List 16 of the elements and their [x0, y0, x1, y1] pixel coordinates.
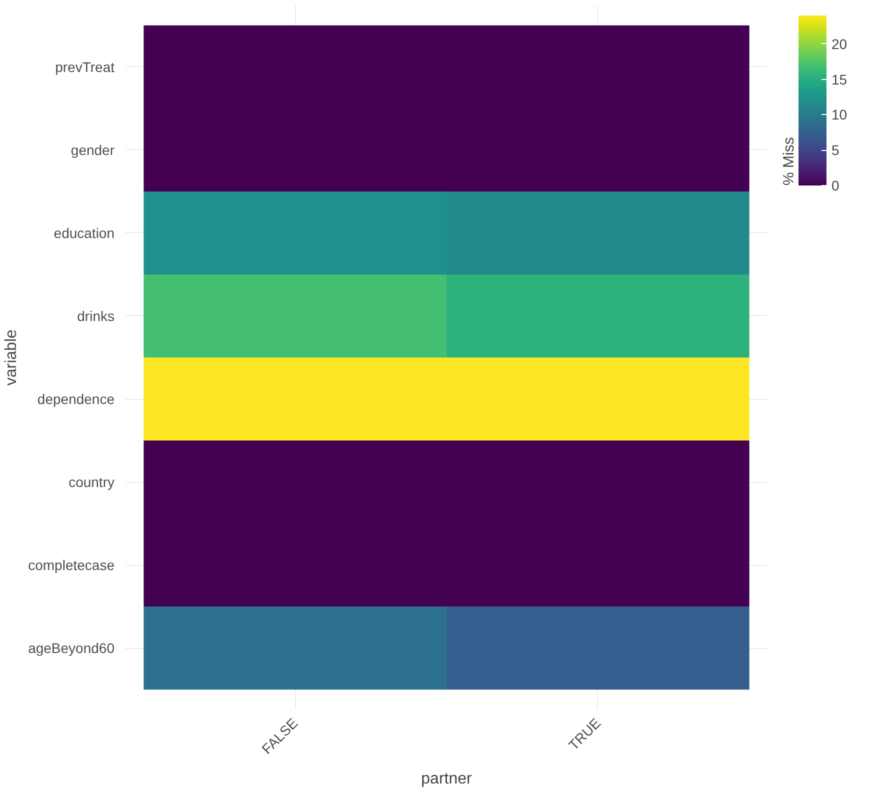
x-axis-title: partner [421, 770, 473, 788]
y-tick-label: completecase [28, 557, 115, 574]
color-bar-label: 15 [832, 71, 848, 88]
y-axis-title: variable [3, 329, 20, 386]
y-tick-label: drinks [77, 308, 115, 324]
color-bar-label: 5 [832, 142, 840, 158]
y-tick-label: ageBeyond60 [28, 640, 115, 656]
color-bar-label: 0 [832, 178, 840, 194]
y-tick-label: prevTreat [55, 58, 115, 75]
color-bar-label: 20 [832, 36, 848, 52]
y-tick-label: gender [70, 142, 115, 158]
color-bar-label: 10 [832, 106, 848, 123]
y-tick-label: education [54, 224, 114, 241]
y-tick-label: country [68, 474, 115, 490]
y-tick-label: dependence [37, 391, 115, 408]
color-bar-title: % Miss [780, 137, 798, 186]
